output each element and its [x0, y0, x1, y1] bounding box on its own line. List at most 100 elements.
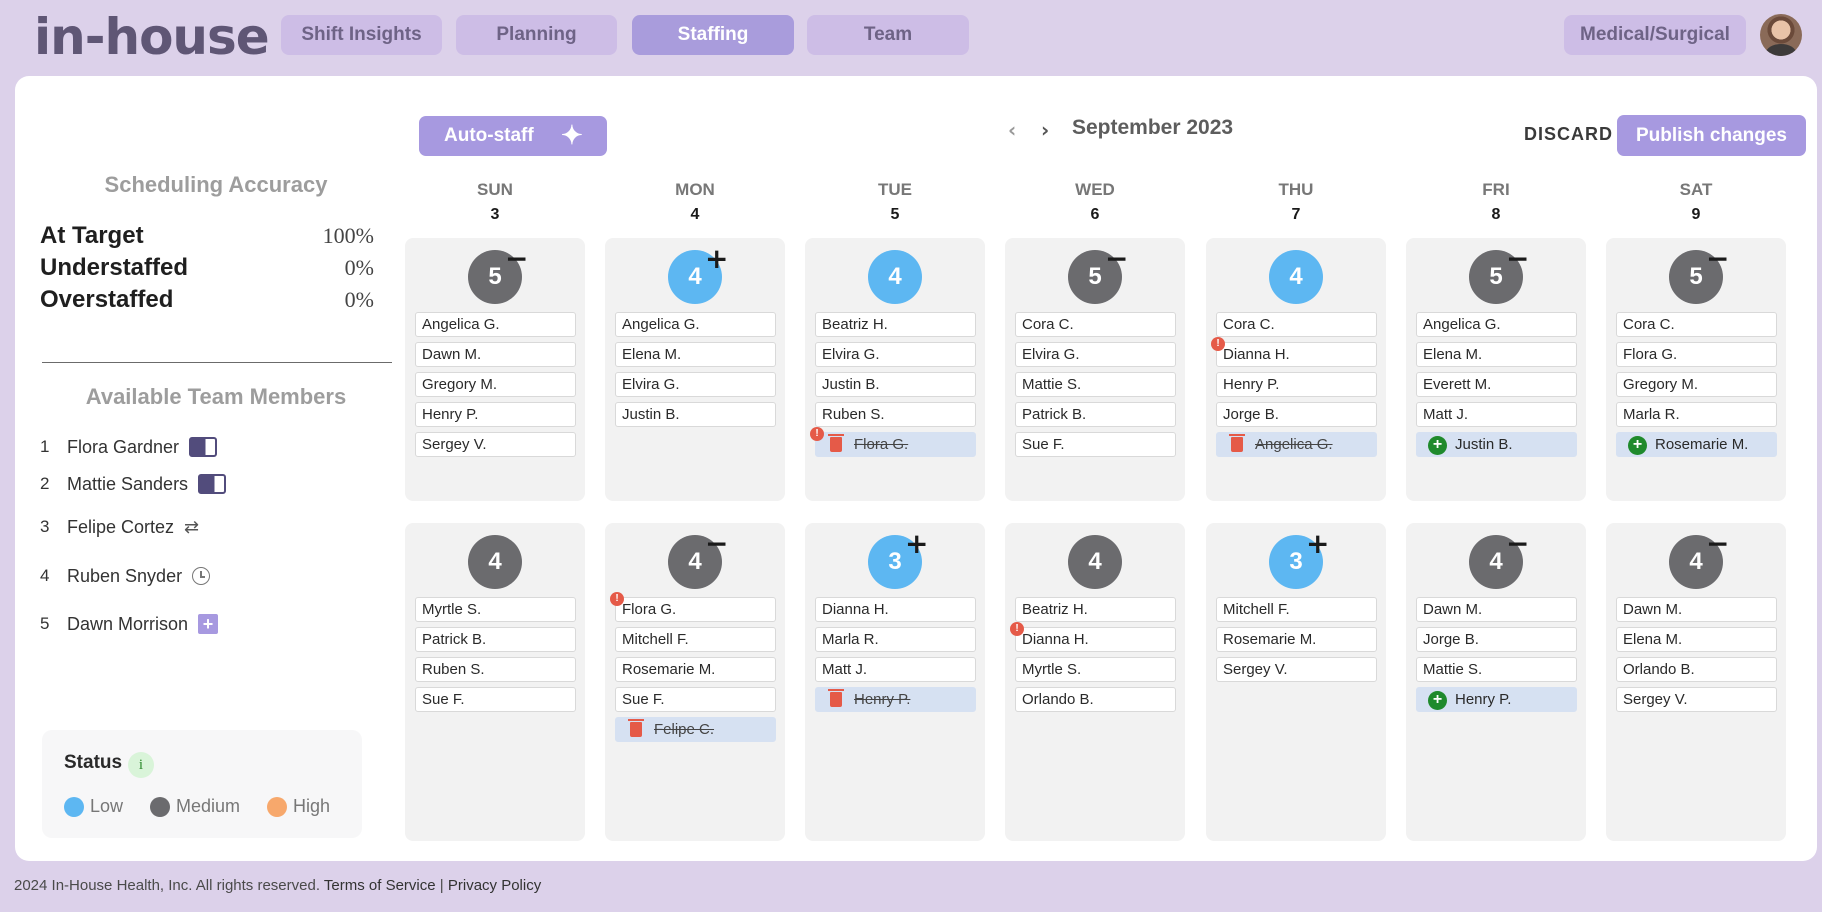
- staff-chip[interactable]: Patrick B.: [415, 627, 576, 652]
- tab-team[interactable]: Team: [807, 15, 969, 55]
- staff-count-badge[interactable]: 4: [1469, 535, 1523, 589]
- staff-chip[interactable]: Dawn M.: [1616, 597, 1777, 622]
- staff-chip[interactable]: Elvira G.: [815, 342, 976, 367]
- user-avatar[interactable]: [1760, 14, 1802, 56]
- staff-count-badge[interactable]: 4: [1669, 535, 1723, 589]
- staff-chip[interactable]: Marla R.: [815, 627, 976, 652]
- plus-square-icon[interactable]: +: [198, 614, 219, 634]
- staff-chip[interactable]: Flora G.: [1616, 342, 1777, 367]
- trash-icon[interactable]: [628, 719, 644, 737]
- minus-icon[interactable]: −: [1706, 527, 1730, 560]
- staff-chip[interactable]: Myrtle S.: [415, 597, 576, 622]
- staff-chip[interactable]: Gregory M.: [1616, 372, 1777, 397]
- terms-link[interactable]: Terms of Service: [323, 877, 436, 894]
- plus-icon[interactable]: +: [705, 242, 729, 275]
- staff-chip[interactable]: Henry P.: [415, 402, 576, 427]
- staff-chip[interactable]: Justin B.: [815, 372, 976, 397]
- staff-chip[interactable]: Sergey V.: [1616, 687, 1777, 712]
- toggle-icon[interactable]: [189, 437, 218, 457]
- staff-chip[interactable]: + Justin B.: [1416, 432, 1577, 457]
- staff-chip[interactable]: Angelica G.: [415, 312, 576, 337]
- shift-column[interactable]: 5− Angelica G. Dawn M. Gregory M. Henry P. Se…: [405, 238, 585, 501]
- staff-chip[interactable]: Matt J.: [1416, 402, 1577, 427]
- staff-count-badge[interactable]: 4: [468, 535, 522, 589]
- clock-icon[interactable]: [192, 567, 211, 585]
- shift-column[interactable]: 3 + Mitchell F. Rosemarie M. Sergey V.: [1206, 523, 1386, 841]
- staff-chip[interactable]: Beatriz H.: [1015, 597, 1176, 622]
- member-item[interactable]: 5 Dawn Morrison +: [40, 610, 219, 638]
- staff-chip[interactable]: Orlando B.: [1616, 657, 1777, 682]
- staff-chip[interactable]: Angelica G.: [1216, 432, 1377, 457]
- auto-staff-button[interactable]: Auto-staff ✦: [419, 116, 607, 156]
- shift-column[interactable]: 4− Flora G.! Mitchell F. Rosemarie M. Sue F.…: [605, 523, 785, 841]
- staff-chip[interactable]: Angelica G.: [615, 312, 776, 337]
- staff-chip[interactable]: Matt J.: [815, 657, 976, 682]
- staff-chip[interactable]: Mattie S.: [1015, 372, 1176, 397]
- shift-column[interactable]: 4 Beatriz H. Dianna H.! Myrtle S. Orlando B.: [1005, 523, 1185, 841]
- staff-chip[interactable]: Henry P.: [1216, 372, 1377, 397]
- staff-chip[interactable]: Ruben S.: [415, 657, 576, 682]
- staff-chip[interactable]: Dianna H.!: [1211, 337, 1377, 367]
- tab-shift-insights[interactable]: Shift Insights: [281, 15, 442, 55]
- trash-icon[interactable]: [828, 689, 844, 707]
- staff-chip[interactable]: Rosemarie M.: [615, 657, 776, 682]
- staff-chip[interactable]: Cora C.: [1216, 312, 1377, 337]
- staff-count-badge[interactable]: 5: [1469, 250, 1523, 304]
- staff-chip[interactable]: Orlando B.: [1015, 687, 1176, 712]
- staff-chip[interactable]: Dianna H.: [815, 597, 976, 622]
- staff-count-badge[interactable]: 3: [868, 535, 922, 589]
- toggle-icon[interactable]: [198, 474, 227, 494]
- staff-chip[interactable]: Rosemarie M.: [1216, 627, 1377, 652]
- staff-chip[interactable]: Felipe C.: [615, 717, 776, 742]
- shift-column[interactable]: 4 Myrtle S. Patrick B. Ruben S. Sue F.: [405, 523, 585, 841]
- add-circle-icon[interactable]: +: [1428, 436, 1447, 455]
- staff-chip[interactable]: + Henry P.: [1416, 687, 1577, 712]
- staff-chip[interactable]: Angelica G.: [1416, 312, 1577, 337]
- staff-chip[interactable]: Mattie S.: [1416, 657, 1577, 682]
- shift-column[interactable]: 5− Cora C. Flora G. Gregory M. Marla R. + Rose…: [1606, 238, 1786, 501]
- discard-button[interactable]: DISCARD: [1524, 124, 1614, 144]
- minus-icon[interactable]: −: [1506, 242, 1530, 275]
- trash-icon[interactable]: [828, 434, 844, 452]
- shift-column[interactable]: 5− Cora C. Elvira G. Mattie S. Patrick B. Sue…: [1005, 238, 1185, 501]
- staff-chip[interactable]: Sergey V.: [415, 432, 576, 457]
- staff-chip[interactable]: + Rosemarie M.: [1616, 432, 1777, 457]
- staff-chip[interactable]: Elvira G.: [1015, 342, 1176, 367]
- staff-chip[interactable]: Ruben S.: [815, 402, 976, 427]
- staff-count-badge[interactable]: 5: [1068, 250, 1122, 304]
- shift-column[interactable]: 4 Cora C. Dianna H.! Henry P. Jorge B. Angeli…: [1206, 238, 1386, 501]
- minus-icon[interactable]: −: [505, 242, 529, 275]
- minus-icon[interactable]: −: [1506, 527, 1530, 560]
- staff-chip[interactable]: Patrick B.: [1015, 402, 1176, 427]
- staff-chip[interactable]: Elena M.: [615, 342, 776, 367]
- staff-chip[interactable]: Flora G.!: [610, 592, 776, 622]
- staff-count-badge[interactable]: 4: [1068, 535, 1122, 589]
- unit-selector[interactable]: Medical/Surgical: [1564, 15, 1746, 55]
- staff-chip[interactable]: Elvira G.: [615, 372, 776, 397]
- staff-chip[interactable]: Dianna H.!: [1010, 622, 1176, 652]
- tab-planning[interactable]: Planning: [456, 15, 617, 55]
- staff-chip[interactable]: Flora G.!: [810, 427, 976, 457]
- staff-chip[interactable]: Cora C.: [1015, 312, 1176, 337]
- shift-column[interactable]: 4− Dawn M. Jorge B. Mattie S. + Henry P.: [1406, 523, 1586, 841]
- staff-chip[interactable]: Sue F.: [415, 687, 576, 712]
- shift-column[interactable]: 4 Beatriz H. Elvira G. Justin B. Ruben S. Flo…: [805, 238, 985, 501]
- staff-chip[interactable]: Marla R.: [1616, 402, 1777, 427]
- tab-staffing[interactable]: Staffing: [632, 15, 794, 55]
- chevron-right-icon[interactable]: ›: [1041, 118, 1050, 142]
- staff-chip[interactable]: Elena M.: [1416, 342, 1577, 367]
- staff-count-badge[interactable]: 3: [1269, 535, 1323, 589]
- staff-chip[interactable]: Jorge B.: [1216, 402, 1377, 427]
- staff-chip[interactable]: Gregory M.: [415, 372, 576, 397]
- shift-column[interactable]: 3 + Dianna H. Marla R. Matt J. Henry P.: [805, 523, 985, 841]
- plus-icon[interactable]: +: [905, 527, 929, 560]
- shift-column[interactable]: 4 + Angelica G. Elena M. Elvira G. Justin B.: [605, 238, 785, 501]
- staff-chip[interactable]: Mitchell F.: [615, 627, 776, 652]
- staff-count-badge[interactable]: 4: [868, 250, 922, 304]
- staff-chip[interactable]: Dawn M.: [1416, 597, 1577, 622]
- publish-changes-button[interactable]: Publish changes: [1617, 115, 1806, 156]
- minus-icon[interactable]: −: [1105, 242, 1129, 275]
- staff-count-badge[interactable]: 4: [668, 250, 722, 304]
- staff-chip[interactable]: Mitchell F.: [1216, 597, 1377, 622]
- shift-column[interactable]: 4− Dawn M. Elena M. Orlando B. Sergey V.: [1606, 523, 1786, 841]
